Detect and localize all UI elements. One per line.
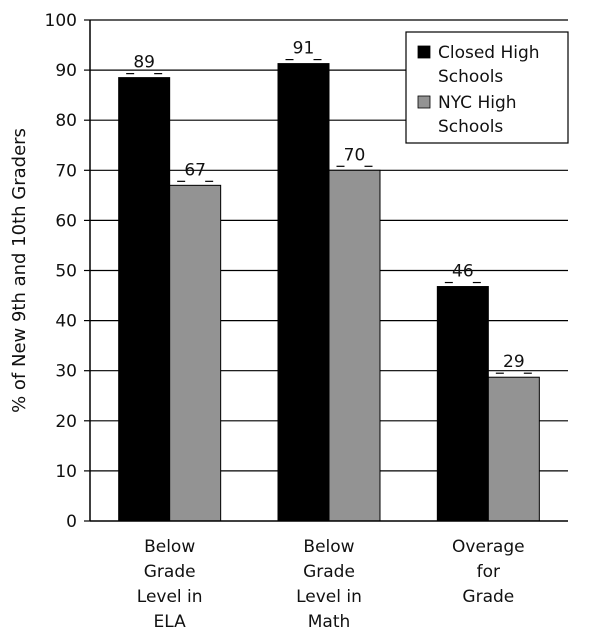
category-label: Below Grade Level in Math — [296, 537, 362, 630]
legend-swatch — [417, 45, 431, 59]
data-label: 91 — [293, 39, 315, 59]
axes — [84, 19, 568, 522]
legend-swatch — [417, 95, 431, 109]
y-tick-label: 30 — [55, 362, 77, 382]
y-tick-label: 90 — [55, 61, 77, 81]
y-axis-title: % of New 9th and 10th Graders — [9, 128, 30, 413]
y-tick-label: 0 — [66, 512, 77, 532]
y-tick-label: 60 — [55, 211, 77, 231]
y-tick-label: 50 — [55, 262, 77, 282]
y-tick-labels: 0 10 20 30 40 50 60 70 80 90 100 — [45, 11, 77, 532]
category-label: Below Grade Level in ELA — [137, 537, 203, 630]
data-label: 67 — [184, 160, 206, 180]
bar — [169, 184, 222, 522]
legend: Closed High Schools NYC High Schools — [405, 31, 569, 144]
bar — [118, 77, 171, 522]
data-label: 70 — [344, 145, 366, 165]
legend-box — [405, 31, 569, 144]
bar — [436, 286, 489, 522]
bar — [487, 376, 540, 522]
y-tick-label: 20 — [55, 412, 77, 432]
data-label: 46 — [452, 262, 474, 282]
data-labels: 89 91 46 67 70 29 — [126, 39, 532, 374]
bar — [328, 169, 381, 522]
legend-label: NYC High Schools — [438, 93, 517, 137]
legend-label: Closed High Schools — [438, 43, 540, 87]
y-tick-label: 80 — [55, 111, 77, 131]
y-tick-label: 70 — [55, 161, 77, 181]
y-tick-label: 100 — [45, 11, 77, 31]
y-tick-label: 10 — [55, 462, 77, 482]
bar — [277, 63, 330, 522]
y-tick-label: 40 — [55, 312, 77, 332]
data-label: 89 — [133, 53, 155, 73]
data-label: 29 — [503, 352, 525, 372]
category-label: Overage for Grade — [452, 537, 525, 607]
category-labels: Below Grade Level in ELA Below Grade Level in M… — [137, 537, 525, 630]
